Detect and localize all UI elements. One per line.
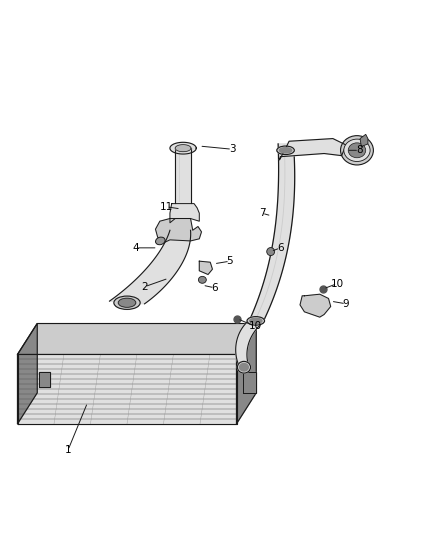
Ellipse shape <box>279 148 292 153</box>
Polygon shape <box>39 372 50 387</box>
Ellipse shape <box>250 318 262 324</box>
Ellipse shape <box>198 276 206 284</box>
Text: 8: 8 <box>356 146 363 155</box>
Polygon shape <box>250 144 295 322</box>
Polygon shape <box>237 324 256 424</box>
Polygon shape <box>175 148 191 203</box>
Polygon shape <box>360 134 368 147</box>
Polygon shape <box>18 354 237 424</box>
Text: 10: 10 <box>248 321 261 331</box>
Ellipse shape <box>277 146 294 155</box>
Ellipse shape <box>114 296 140 309</box>
Text: 4: 4 <box>132 243 139 253</box>
Polygon shape <box>170 204 199 223</box>
Ellipse shape <box>155 237 165 245</box>
Ellipse shape <box>344 139 370 161</box>
Text: 1: 1 <box>64 446 71 455</box>
Text: 9: 9 <box>343 299 350 309</box>
Text: 7: 7 <box>258 208 265 218</box>
Ellipse shape <box>348 143 366 158</box>
Ellipse shape <box>247 317 265 325</box>
Polygon shape <box>155 219 201 243</box>
Polygon shape <box>236 320 263 369</box>
Text: 10: 10 <box>331 279 344 288</box>
Ellipse shape <box>267 247 275 255</box>
Text: 6: 6 <box>211 283 218 293</box>
Text: 5: 5 <box>226 256 233 266</box>
Polygon shape <box>199 261 212 274</box>
Ellipse shape <box>240 364 248 371</box>
Polygon shape <box>18 324 256 354</box>
Polygon shape <box>175 144 191 152</box>
Text: 6: 6 <box>277 243 284 253</box>
Ellipse shape <box>237 361 251 373</box>
Text: 11: 11 <box>160 202 173 212</box>
Polygon shape <box>279 139 346 160</box>
Polygon shape <box>18 324 37 424</box>
Polygon shape <box>110 230 191 304</box>
Text: 2: 2 <box>141 282 148 292</box>
Polygon shape <box>300 294 331 317</box>
Ellipse shape <box>340 136 373 165</box>
Text: 3: 3 <box>229 144 236 154</box>
Ellipse shape <box>118 298 136 307</box>
Polygon shape <box>243 372 256 393</box>
Polygon shape <box>170 142 196 154</box>
